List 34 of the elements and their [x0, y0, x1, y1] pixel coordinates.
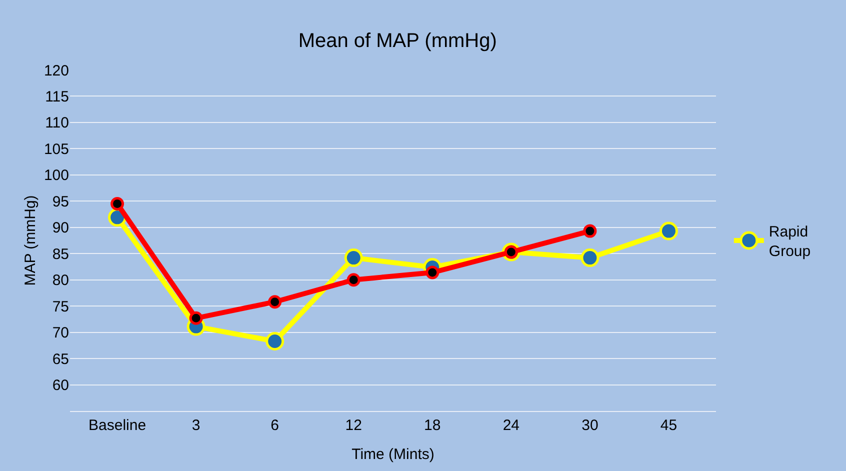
x-tick-label: 24	[502, 417, 520, 434]
y-axis-title: MAP (mmHg)	[22, 195, 40, 286]
y-tick-label: 95	[52, 193, 69, 210]
x-tick-label: 45	[660, 417, 678, 434]
x-tick-label: 3	[192, 417, 200, 434]
x-tick-label: 12	[345, 417, 362, 434]
x-tick-label: Baseline	[88, 417, 146, 434]
point	[110, 197, 124, 211]
y-tick-label: 105	[44, 140, 69, 158]
legend-label: Rapid Group	[768, 224, 811, 260]
y-tick-label: 90	[52, 220, 69, 237]
y-tick-label: 75	[52, 298, 69, 316]
y-tick-label: 80	[52, 272, 69, 290]
point	[344, 248, 363, 268]
y-tick-label: 85	[52, 246, 69, 263]
chart-title: Mean of MAP (mmHg)	[298, 30, 497, 52]
y-tick-label: 115	[45, 88, 69, 106]
y-tick-label: 120	[44, 62, 69, 80]
y-tick-label: 110	[45, 114, 69, 132]
point	[189, 311, 203, 325]
point	[583, 224, 597, 238]
point	[346, 273, 360, 287]
point	[580, 248, 600, 268]
y-tick-label: 100	[44, 167, 69, 184]
y-tick-label: 70	[52, 324, 69, 342]
x-tick-label: 18	[424, 417, 441, 434]
x-axis-title: Time (Mints)	[352, 446, 434, 464]
y-tick-label: 65	[52, 350, 69, 368]
point	[659, 222, 678, 240]
y-tick-label: 60	[52, 377, 69, 394]
x-tick-label: 30	[582, 417, 598, 434]
point	[268, 295, 282, 309]
x-tick-label: 6	[270, 417, 279, 434]
point	[266, 332, 284, 350]
